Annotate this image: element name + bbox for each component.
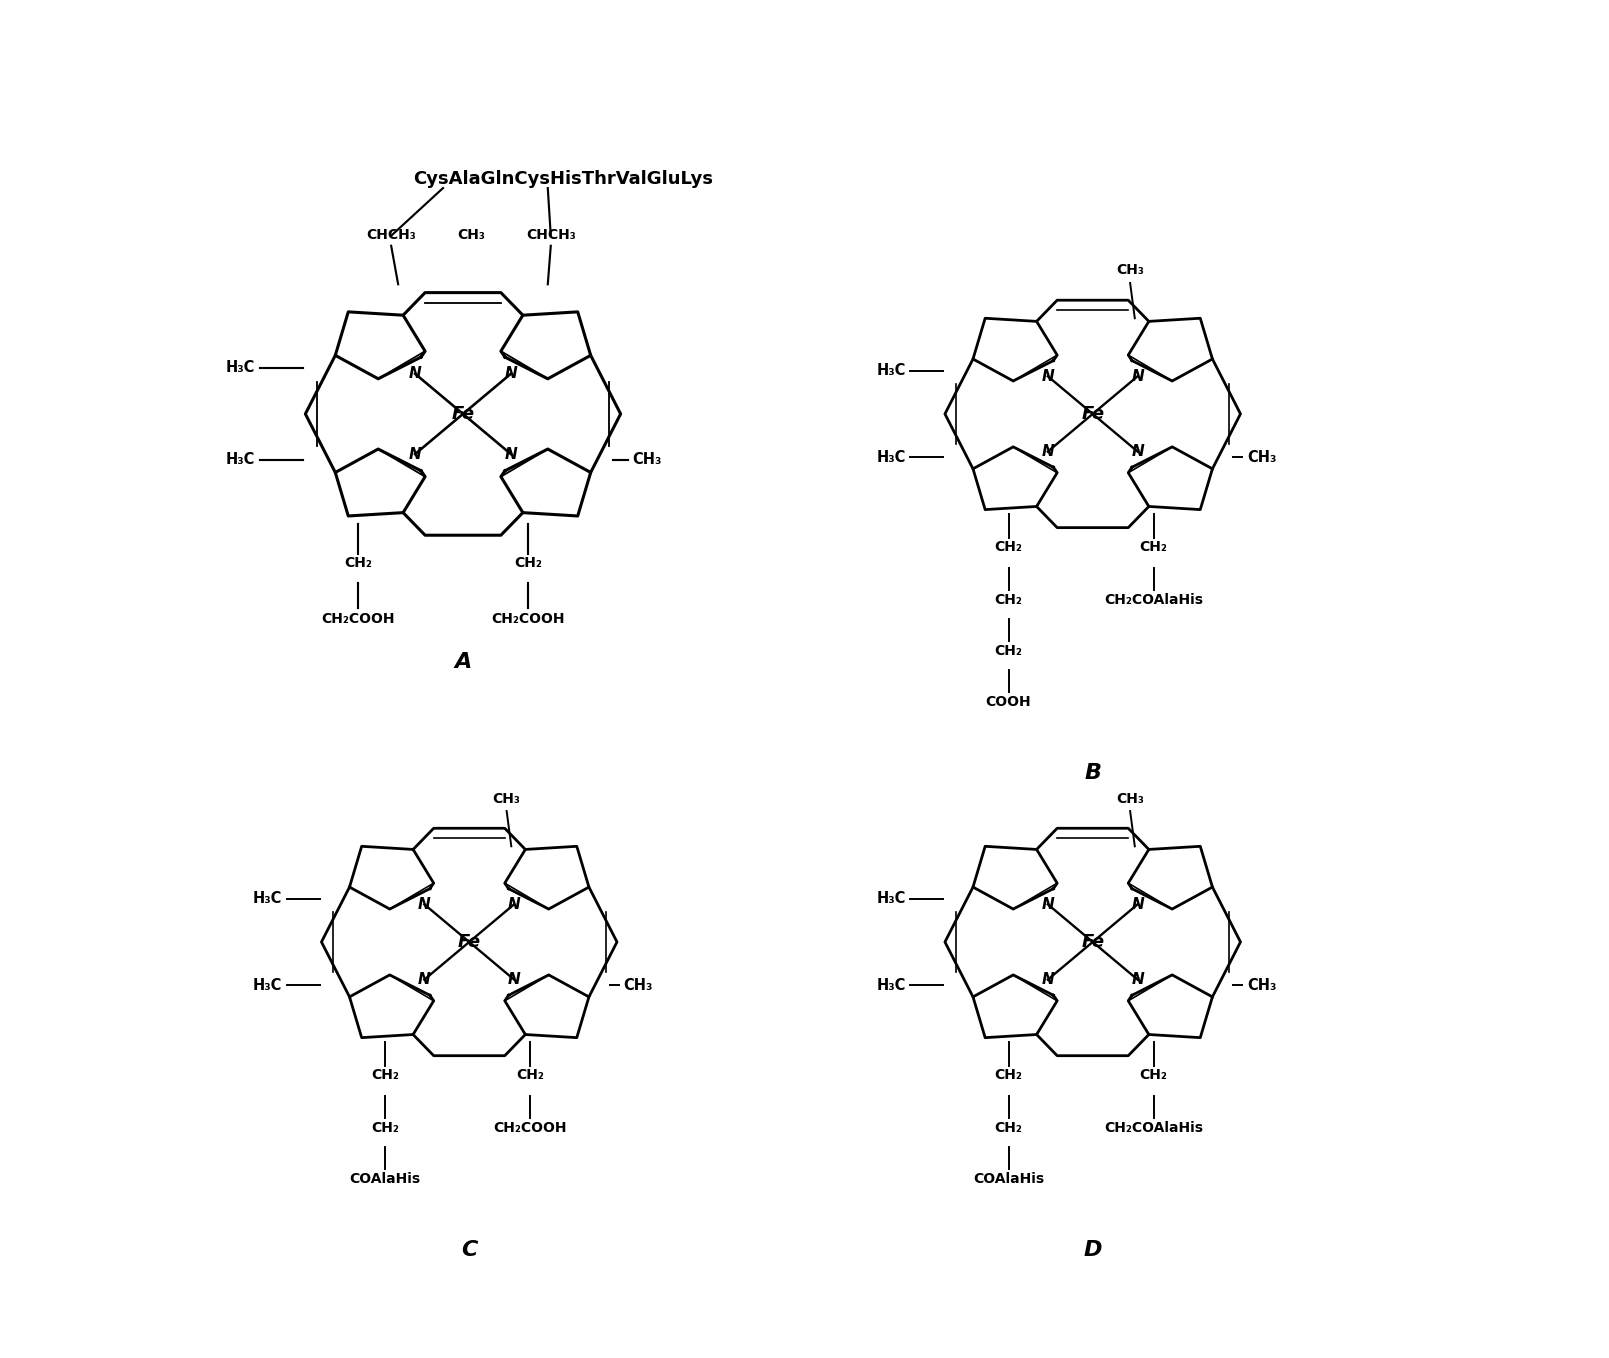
Text: N: N <box>508 896 520 911</box>
Text: CH₂COAlaHis: CH₂COAlaHis <box>1104 592 1204 607</box>
Text: CH₂COOH: CH₂COOH <box>322 612 394 626</box>
Text: H₃C: H₃C <box>253 891 282 906</box>
Text: N: N <box>1131 972 1144 987</box>
Text: CH₂: CH₂ <box>372 1120 399 1135</box>
Text: CH₂: CH₂ <box>994 644 1022 657</box>
Text: CH₃: CH₃ <box>1117 263 1144 277</box>
Text: CH₂: CH₂ <box>994 592 1022 607</box>
Text: COOH: COOH <box>986 695 1031 709</box>
Text: CH₂: CH₂ <box>994 1120 1022 1135</box>
Text: CH₂: CH₂ <box>1139 1069 1168 1082</box>
Text: CHCH₃: CHCH₃ <box>367 228 417 243</box>
Text: CH₃: CH₃ <box>457 228 484 243</box>
Text: B: B <box>1084 763 1101 784</box>
Text: N: N <box>508 972 520 987</box>
Text: CH₂: CH₂ <box>1139 540 1168 554</box>
Text: H₃C: H₃C <box>877 449 906 464</box>
Text: H₃C: H₃C <box>227 452 256 467</box>
Text: N: N <box>1041 444 1054 459</box>
Text: CH₂: CH₂ <box>516 1069 544 1082</box>
Text: Fe: Fe <box>452 405 475 422</box>
Text: CH₂COOH: CH₂COOH <box>491 612 565 626</box>
Text: C: C <box>462 1240 478 1260</box>
Text: Fe: Fe <box>457 933 481 951</box>
Text: N: N <box>409 367 422 382</box>
Text: N: N <box>1131 896 1144 911</box>
Text: N: N <box>1131 444 1144 459</box>
Text: Fe: Fe <box>1081 933 1104 951</box>
Text: CH₂: CH₂ <box>994 1069 1022 1082</box>
Text: CH₃: CH₃ <box>1247 449 1276 464</box>
Text: COAlaHis: COAlaHis <box>349 1172 420 1186</box>
Text: N: N <box>1041 896 1054 911</box>
Text: N: N <box>418 972 431 987</box>
Text: CH₃: CH₃ <box>624 978 653 993</box>
Text: CH₃: CH₃ <box>1247 978 1276 993</box>
Text: CH₃: CH₃ <box>1117 792 1144 805</box>
Text: N: N <box>505 367 516 382</box>
Text: H₃C: H₃C <box>877 364 906 379</box>
Text: CH₂: CH₂ <box>372 1069 399 1082</box>
Text: CysAlaGlnCysHisThrValGluLys: CysAlaGlnCysHisThrValGluLys <box>414 170 713 187</box>
Text: H₃C: H₃C <box>877 978 906 993</box>
Text: CH₂: CH₂ <box>994 540 1022 554</box>
Text: CH₃: CH₃ <box>632 452 661 467</box>
Text: COAlaHis: COAlaHis <box>973 1172 1044 1186</box>
Text: N: N <box>1131 369 1144 384</box>
Text: CH₂: CH₂ <box>344 557 372 570</box>
Text: H₃C: H₃C <box>253 978 282 993</box>
Text: H₃C: H₃C <box>877 891 906 906</box>
Text: CHCH₃: CHCH₃ <box>526 228 576 243</box>
Text: D: D <box>1083 1240 1102 1260</box>
Text: N: N <box>505 447 516 462</box>
Text: CH₃: CH₃ <box>492 792 521 805</box>
Text: N: N <box>409 447 422 462</box>
Text: CH₂COAlaHis: CH₂COAlaHis <box>1104 1120 1204 1135</box>
Text: A: A <box>454 652 471 672</box>
Text: N: N <box>1041 369 1054 384</box>
Text: CH₂COOH: CH₂COOH <box>494 1120 566 1135</box>
Text: N: N <box>1041 972 1054 987</box>
Text: Fe: Fe <box>1081 405 1104 422</box>
Text: CH₂: CH₂ <box>513 557 542 570</box>
Text: H₃C: H₃C <box>227 360 256 375</box>
Text: N: N <box>418 896 431 911</box>
